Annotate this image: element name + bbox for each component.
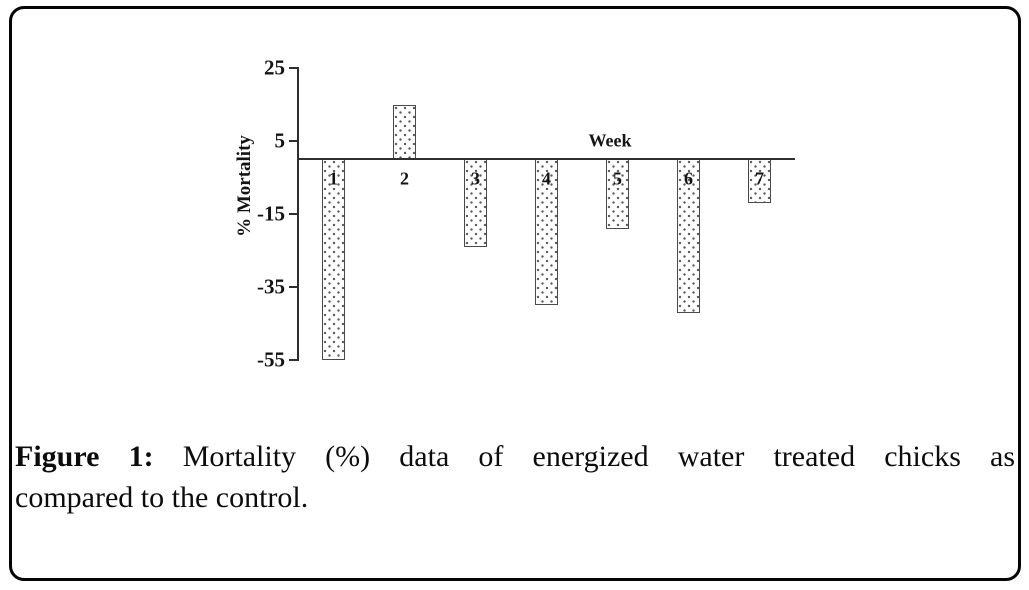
y-tick--15 xyxy=(289,212,298,216)
y-tick-25 xyxy=(289,66,298,70)
bar-week-4 xyxy=(535,159,558,306)
bar-label-6: 6 xyxy=(684,168,693,189)
caption-text-2: compared to the control. xyxy=(15,481,309,514)
figure-label: Figure 1: xyxy=(15,440,154,473)
y-tick--35 xyxy=(289,285,298,289)
y-tick-label--35: -35 xyxy=(257,274,285,299)
bar-label-5: 5 xyxy=(613,168,622,189)
bar-label-4: 4 xyxy=(542,168,551,189)
bar-label-1: 1 xyxy=(329,168,338,189)
bar-week-2 xyxy=(393,104,416,160)
caption-text-1: Mortality (%) data of energized water tr… xyxy=(182,440,1015,473)
y-tick--55 xyxy=(289,358,298,362)
bar-week-5 xyxy=(606,159,629,229)
y-axis-title: % Mortality xyxy=(234,135,255,237)
y-tick-label-5: 5 xyxy=(274,128,286,153)
bar-week-6 xyxy=(677,159,700,313)
y-tick-label-25: 25 xyxy=(264,55,285,80)
bar-week-7 xyxy=(748,159,771,204)
y-tick-5 xyxy=(289,139,298,143)
bar-week-1 xyxy=(322,159,345,360)
bar-week-3 xyxy=(464,159,487,247)
bar-label-3: 3 xyxy=(471,168,480,189)
x-axis-title: Week xyxy=(588,130,632,151)
bar-label-2: 2 xyxy=(400,168,409,189)
y-tick-label--15: -15 xyxy=(257,201,285,226)
zero-baseline xyxy=(298,158,795,161)
figure-caption: Figure 1: Mortality (%) data of energize… xyxy=(15,436,1015,518)
caption-line-1: Figure 1: Mortality (%) data of energize… xyxy=(15,436,1015,477)
bar-label-7: 7 xyxy=(755,168,764,189)
y-tick-label--55: -55 xyxy=(257,347,285,372)
